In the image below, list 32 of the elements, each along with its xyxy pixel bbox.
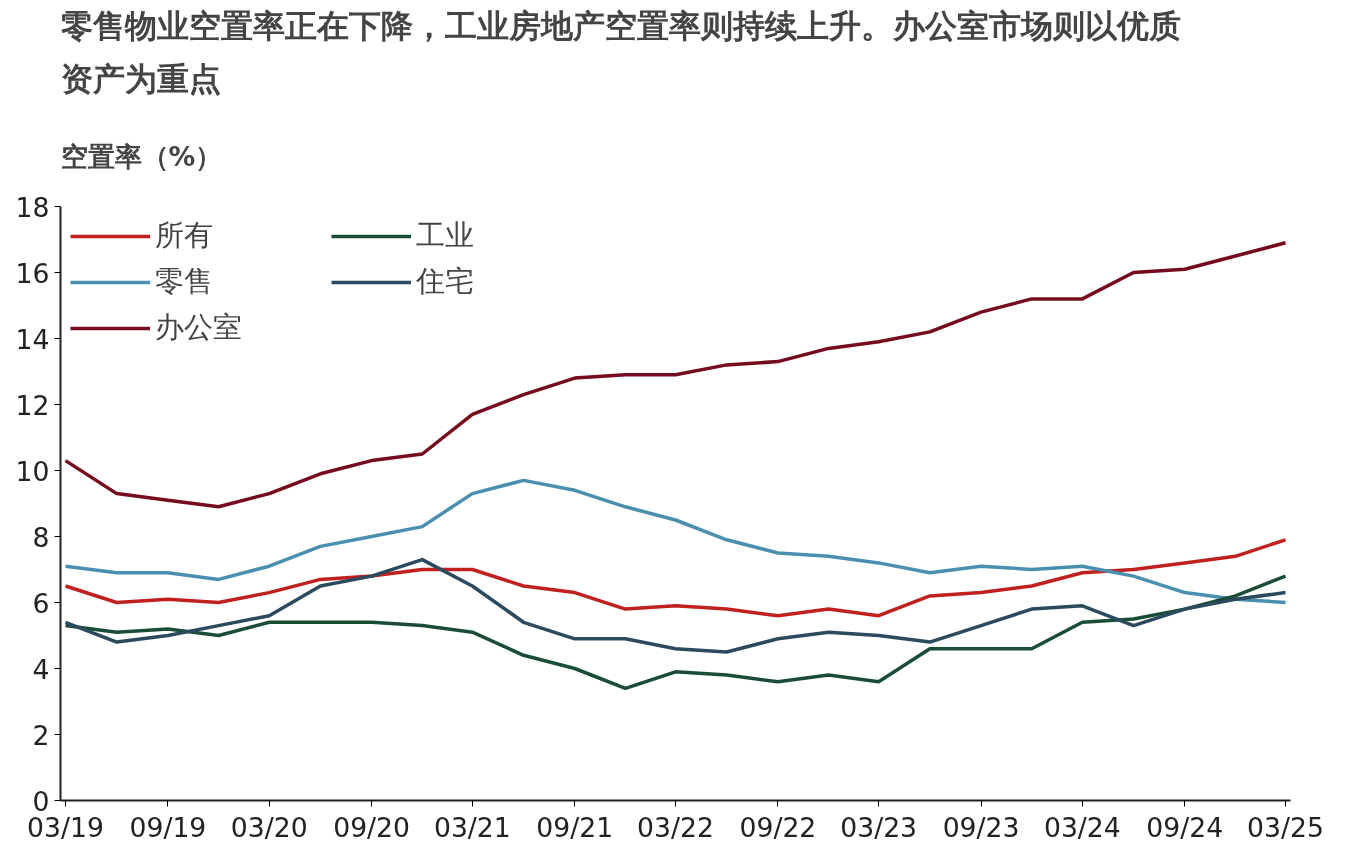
legend-label: 办公室 [155,309,243,346]
x-tick-label: 09/21 [536,811,614,843]
legend-label: 住宅 [416,263,475,300]
y-tick-label: 18 [15,191,50,223]
x-tick-label: 03/21 [433,811,511,843]
x-tick-label: 09/24 [1146,811,1224,843]
x-tick-label: 03/20 [230,811,308,843]
y-tick-label: 4 [32,653,50,685]
x-tick-label: 03/22 [637,811,714,843]
legend-label: 工业 [416,217,475,254]
y-tick-label: 16 [15,257,50,289]
y-axis-title: 空置率（%） [60,140,223,172]
chart-title: 零售物业空置率正在下降，工业房地产空置率则持续上升。办公室市场则以优质资产为重点 [60,7,1181,99]
line-series [63,557,1288,654]
y-tick-label: 8 [32,521,50,553]
line-series [63,538,1288,618]
line-series [63,478,1288,605]
legend-label: 所有 [155,217,214,254]
x-tick-label: 09/23 [942,811,1020,843]
x-tick-label: 03/24 [1043,811,1121,843]
y-tick-label: 2 [32,719,50,751]
line-series [63,574,1288,691]
legend-label: 零售 [155,263,214,300]
y-tick-label: 12 [15,389,50,421]
x-tick-label: 09/20 [333,811,411,843]
y-tick-label: 10 [15,455,50,487]
y-tick-label: 6 [32,587,50,619]
y-tick-label: 14 [15,323,50,355]
x-tick-label: 09/19 [129,811,207,843]
x-tick-label: 09/22 [739,811,817,843]
x-tick-label: 03/25 [1247,811,1324,843]
x-tick-label: 03/23 [840,811,918,843]
